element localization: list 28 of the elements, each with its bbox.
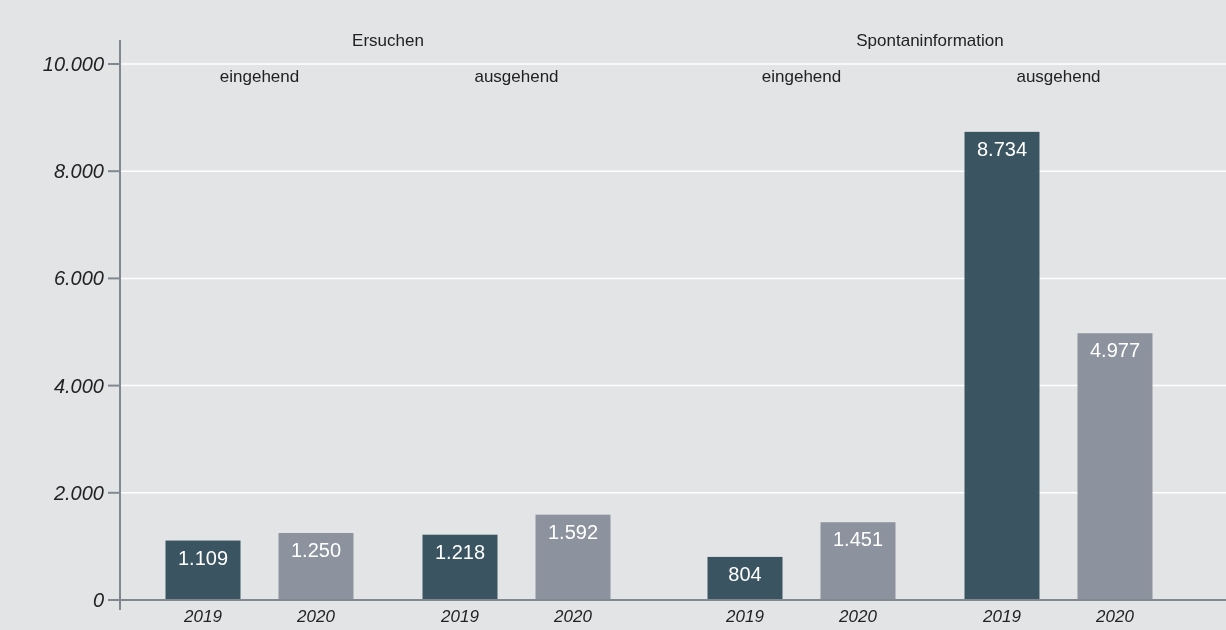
y-tick-label: 6.000: [53, 267, 104, 290]
data-label: 1.218: [434, 540, 486, 563]
text: Spontaninformation: [856, 31, 1004, 50]
x-tick-label: 2019: [982, 607, 1022, 626]
y-tick-label: 10.000: [42, 53, 104, 75]
data-label: 8.734: [976, 137, 1028, 160]
annotation: ausgehend: [1016, 67, 1101, 86]
data-label: 1.451: [832, 528, 884, 551]
x-tick-label: 2020: [553, 607, 593, 626]
x-tick-label: 2020: [1095, 607, 1135, 626]
annotation: eingehend: [219, 67, 300, 86]
y-tick-label: 2.000: [52, 481, 104, 504]
data-label: 804: [728, 562, 762, 585]
x-tick-label: 2020: [296, 607, 336, 626]
data-label: 4.977: [1089, 339, 1141, 362]
annotation: ausgehend: [474, 67, 559, 86]
y-tick-label: 4.000: [53, 374, 104, 397]
y-tick-label: 0: [92, 589, 104, 611]
data-label: 1.592: [547, 520, 599, 543]
x-tick-label: 2020: [838, 607, 878, 626]
data-label: 1.250: [290, 539, 342, 561]
annotation: eingehend: [761, 67, 842, 86]
data-label: 1.109: [177, 546, 229, 569]
text: Ersuchen: [352, 31, 424, 50]
x-tick-label: 2019: [725, 607, 765, 626]
y-tick-label: 8.000: [53, 160, 104, 183]
x-tick-label: 2019: [440, 607, 480, 626]
x-tick-label: 2019: [183, 607, 223, 626]
